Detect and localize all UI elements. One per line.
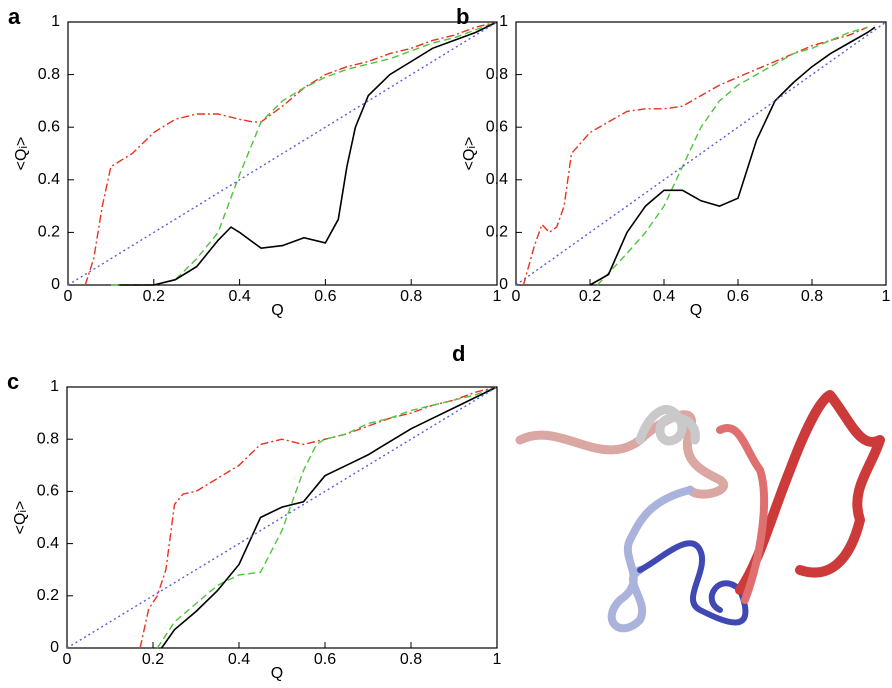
y-tick-label: 0: [499, 276, 508, 293]
y-tick-label: 0: [50, 639, 59, 656]
series-line: [522, 26, 868, 286]
series-line: [110, 21, 498, 286]
panel-label: c: [7, 369, 19, 394]
x-tick-label: 0.8: [400, 651, 422, 668]
y-tick-label: 1: [51, 13, 60, 30]
x-tick-label: 0.2: [142, 651, 164, 668]
y-tick-label: 0.8: [486, 66, 508, 83]
x-tick-label: 0.2: [143, 288, 165, 305]
x-tick-label: 1: [493, 651, 502, 668]
y-tick-label: 0.4: [38, 171, 60, 188]
x-tick-label: 0: [64, 288, 73, 305]
x-tick-label: 0.8: [400, 288, 422, 305]
y-tick-label: 0.4: [486, 171, 508, 188]
y-tick-label: 0.6: [486, 118, 508, 135]
series-line: [160, 386, 498, 649]
x-tick-label: 0: [63, 651, 72, 668]
x-tick-label: 1: [882, 288, 891, 305]
y-tick-label: 0.4: [37, 535, 59, 552]
series-line: [119, 21, 498, 286]
x-tick-label: 0.8: [801, 288, 823, 305]
y-tick-label: 0.2: [486, 224, 508, 241]
y-tick-label: 0.8: [37, 430, 59, 447]
x-tick-label: 0.6: [314, 288, 336, 305]
y-axis-label: <Qᵢ>: [461, 137, 478, 171]
protein-structure: [515, 390, 885, 633]
plot-frame: [515, 21, 887, 286]
x-tick-label: 0.6: [314, 651, 336, 668]
x-tick-label: 0.2: [579, 288, 601, 305]
y-tick-label: 1: [50, 378, 59, 395]
series-line: [596, 26, 868, 286]
panel-label: d: [452, 341, 465, 366]
y-tick-label: 0.8: [38, 66, 60, 83]
series-line: [156, 386, 498, 649]
x-tick-label: 0: [512, 288, 521, 305]
series-line: [589, 26, 876, 286]
x-tick-label: 0.4: [228, 288, 250, 305]
y-tick-label: 0.6: [38, 118, 60, 135]
panel-label: b: [456, 4, 469, 29]
x-tick-label: 0.6: [727, 288, 749, 305]
y-tick-label: 0.2: [38, 224, 60, 241]
series-line: [84, 21, 498, 286]
y-tick-label: 1: [499, 13, 508, 30]
x-axis-label: Q: [271, 665, 283, 682]
x-tick-label: 0.4: [228, 651, 250, 668]
plot-frame: [67, 21, 498, 286]
x-tick-label: 0.4: [653, 288, 675, 305]
y-tick-label: 0: [51, 276, 60, 293]
x-tick-label: 1: [493, 288, 502, 305]
plot-frame: [66, 386, 498, 649]
series-line: [66, 386, 498, 649]
series-line: [67, 21, 498, 286]
y-axis-label: <Qᵢ>: [13, 137, 30, 171]
y-tick-label: 0.6: [37, 483, 59, 500]
x-axis-label: Q: [271, 302, 283, 319]
panel-label: a: [8, 4, 21, 29]
y-tick-label: 0.2: [37, 587, 59, 604]
x-axis-label: Q: [690, 302, 702, 319]
series-line: [515, 21, 887, 286]
series-line: [139, 386, 498, 649]
y-axis-label: <Qᵢ>: [12, 501, 29, 535]
